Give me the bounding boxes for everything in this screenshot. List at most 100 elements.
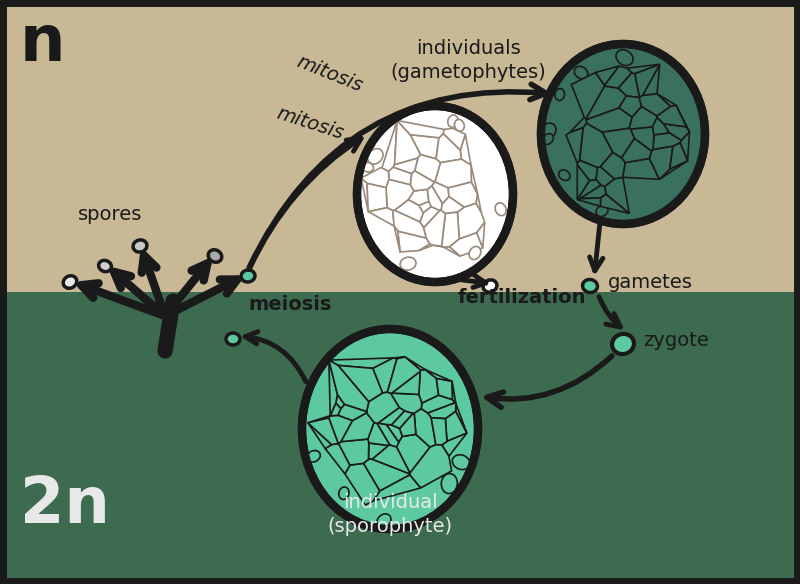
Polygon shape: [663, 124, 690, 140]
Polygon shape: [586, 108, 632, 132]
Polygon shape: [580, 185, 606, 199]
Polygon shape: [432, 182, 449, 204]
Polygon shape: [419, 244, 434, 251]
Polygon shape: [634, 64, 660, 98]
Polygon shape: [387, 357, 421, 394]
Ellipse shape: [63, 276, 77, 288]
Polygon shape: [410, 171, 434, 191]
Polygon shape: [578, 165, 590, 200]
Polygon shape: [415, 155, 440, 182]
Ellipse shape: [377, 514, 391, 528]
Ellipse shape: [574, 67, 588, 79]
Polygon shape: [578, 198, 601, 206]
Polygon shape: [329, 360, 369, 412]
Text: individuals
(gametophytes): individuals (gametophytes): [390, 39, 546, 82]
Polygon shape: [341, 413, 374, 442]
Ellipse shape: [541, 44, 705, 224]
Polygon shape: [642, 64, 660, 96]
Polygon shape: [408, 189, 429, 206]
Polygon shape: [441, 197, 464, 214]
Ellipse shape: [368, 148, 383, 164]
Polygon shape: [458, 203, 485, 239]
Polygon shape: [394, 120, 421, 165]
Polygon shape: [398, 231, 430, 252]
Polygon shape: [580, 123, 613, 168]
Polygon shape: [442, 433, 467, 456]
Polygon shape: [623, 158, 659, 179]
Polygon shape: [460, 134, 471, 165]
Polygon shape: [330, 403, 341, 416]
Ellipse shape: [362, 162, 374, 172]
Polygon shape: [419, 201, 431, 213]
Polygon shape: [394, 357, 405, 359]
Bar: [3, 3, 797, 292]
Polygon shape: [434, 245, 443, 247]
Polygon shape: [338, 439, 369, 465]
Ellipse shape: [442, 474, 458, 493]
Polygon shape: [650, 147, 673, 179]
Polygon shape: [338, 366, 382, 402]
Polygon shape: [368, 208, 394, 226]
Polygon shape: [471, 165, 478, 194]
Ellipse shape: [338, 487, 349, 499]
Polygon shape: [618, 73, 639, 98]
Polygon shape: [639, 94, 670, 116]
Bar: [3, 292, 797, 581]
Polygon shape: [676, 105, 690, 132]
Ellipse shape: [208, 250, 222, 262]
Ellipse shape: [558, 170, 570, 180]
Polygon shape: [389, 167, 412, 185]
Polygon shape: [395, 200, 423, 222]
Ellipse shape: [302, 329, 478, 529]
Polygon shape: [420, 207, 440, 228]
Polygon shape: [443, 128, 466, 150]
Polygon shape: [373, 358, 397, 393]
Ellipse shape: [483, 280, 497, 292]
Ellipse shape: [448, 115, 458, 127]
Polygon shape: [308, 416, 330, 423]
Polygon shape: [329, 415, 353, 444]
Polygon shape: [601, 194, 630, 213]
Polygon shape: [586, 86, 626, 120]
Polygon shape: [366, 392, 399, 423]
Polygon shape: [393, 210, 426, 238]
Polygon shape: [410, 445, 451, 488]
Polygon shape: [345, 463, 380, 505]
Polygon shape: [431, 418, 447, 445]
Text: 2n: 2n: [20, 474, 110, 536]
Polygon shape: [578, 179, 602, 200]
Polygon shape: [427, 186, 442, 210]
Ellipse shape: [400, 257, 416, 270]
Polygon shape: [363, 459, 410, 491]
Polygon shape: [308, 418, 338, 444]
Polygon shape: [456, 404, 467, 433]
Ellipse shape: [307, 450, 320, 462]
Text: mitosis: mitosis: [274, 104, 346, 144]
Polygon shape: [477, 223, 485, 248]
Ellipse shape: [612, 334, 634, 354]
Polygon shape: [436, 134, 462, 163]
Ellipse shape: [555, 89, 565, 100]
Text: fertilization: fertilization: [458, 288, 586, 307]
Polygon shape: [372, 445, 410, 474]
Polygon shape: [600, 152, 626, 179]
Polygon shape: [596, 167, 614, 186]
Text: individual
(sporophyte): individual (sporophyte): [327, 493, 453, 536]
Text: zygote: zygote: [643, 332, 709, 350]
Polygon shape: [630, 106, 657, 129]
Polygon shape: [450, 232, 482, 256]
Polygon shape: [652, 117, 670, 135]
Polygon shape: [443, 247, 460, 256]
Polygon shape: [605, 178, 630, 213]
Polygon shape: [619, 96, 642, 117]
Polygon shape: [308, 423, 331, 449]
Polygon shape: [377, 423, 398, 447]
Polygon shape: [397, 120, 444, 138]
Polygon shape: [435, 159, 471, 188]
Polygon shape: [397, 434, 430, 473]
Polygon shape: [446, 411, 467, 442]
Polygon shape: [622, 138, 651, 162]
Text: n: n: [20, 12, 66, 74]
Ellipse shape: [495, 203, 506, 215]
Polygon shape: [452, 381, 456, 404]
